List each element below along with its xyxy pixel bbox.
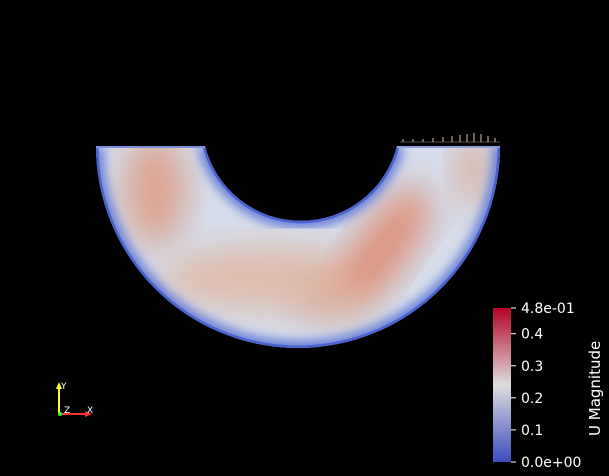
y-axis-label: Y — [60, 382, 67, 392]
colorbar-tick-label-2: 0.3 — [521, 359, 543, 375]
colorbar-title: U Magnitude — [586, 341, 604, 436]
colorbar-tick-label-3: 0.4 — [521, 327, 543, 343]
colorbar-ticks: 0.1 0.2 0.3 0.4 — [511, 327, 543, 439]
velocity-band-right — [339, 187, 431, 303]
color-legend[interactable]: 4.8e-01 0.0e+00 0.1 0.2 0.3 0.4 U Magnitude — [493, 301, 604, 471]
velocity-band-left — [123, 146, 187, 245]
inlet-vector-glyphs — [400, 133, 500, 143]
x-axis-label: X — [87, 406, 93, 416]
colorbar-tick-label-0: 0.1 — [521, 423, 543, 439]
z-axis-origin — [58, 412, 62, 416]
orientation-axes: Y Z X — [56, 382, 93, 417]
velocity-band-right-lower — [294, 278, 366, 322]
velocity-band-right-outer — [455, 146, 495, 208]
colorbar-tick-label-1: 0.2 — [521, 391, 543, 407]
z-axis-label: Z — [64, 406, 70, 416]
x-axis-arrowhead — [85, 411, 92, 417]
half-annulus-mesh — [96, 146, 500, 348]
colorbar-max-label: 4.8e-01 — [521, 301, 575, 317]
y-axis-arrowhead — [56, 382, 62, 389]
colorbar-min-label: 0.0e+00 — [521, 455, 581, 471]
colorbar-gradient — [493, 308, 511, 462]
